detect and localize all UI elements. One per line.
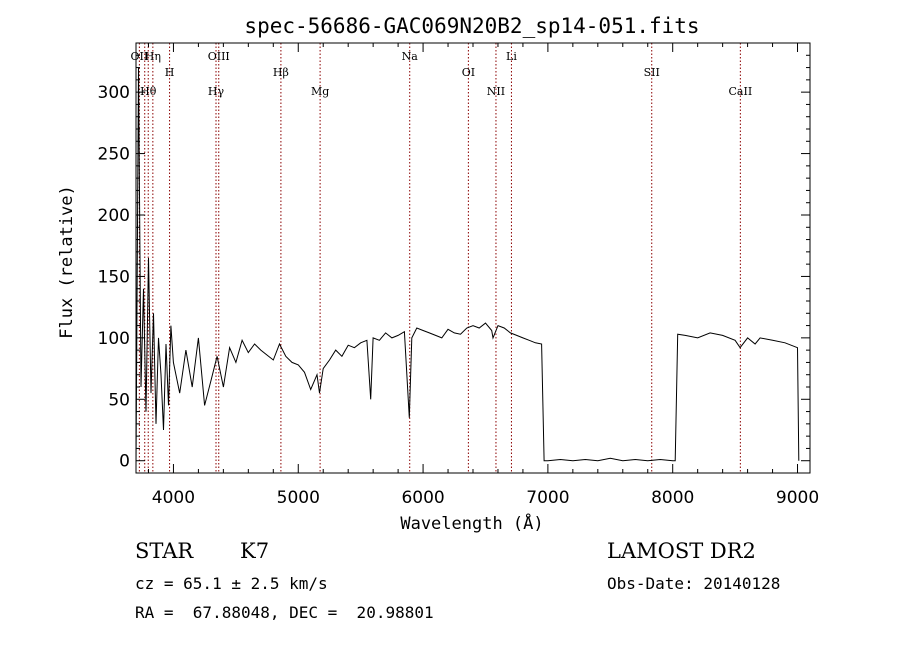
x-tick-label-3: 7000 (526, 488, 569, 508)
line-label-11: NII (487, 85, 505, 98)
chart-title: spec-56686-GAC069N20B2_sp14-051.fits (244, 14, 699, 38)
flux-series-line (135, 67, 800, 467)
y-tick-label-2: 100 (98, 329, 130, 349)
x-tick-label-5: 9000 (776, 488, 819, 508)
line-label-10: OI (462, 66, 475, 79)
line-label-14: CaII (729, 85, 753, 98)
line-label-6: OIII (208, 50, 230, 63)
line-label-8: Mg (311, 85, 329, 98)
line-label-7: Hβ (273, 66, 289, 79)
line-label-2: Hθ (140, 85, 157, 98)
x-tick-label-0: 4000 (152, 488, 195, 508)
redshift-text: cz = 65.1 ± 2.5 km/s (135, 574, 328, 593)
line-label-0: OII (131, 50, 149, 63)
coordinates-text: RA = 67.88048, DEC = 20.98801 (135, 603, 434, 622)
y-tick-label-3: 150 (98, 267, 130, 287)
y-tick-label-0: 0 (119, 452, 130, 472)
x-axis-label: Wavelength (Å) (400, 512, 543, 534)
y-tick-label-1: 50 (108, 390, 130, 410)
line-label-5: Hγ (208, 85, 225, 98)
survey-name: LAMOST DR2 (607, 539, 756, 563)
y-tick-label-4: 200 (98, 206, 130, 226)
y-tick-label-6: 300 (98, 83, 130, 103)
y-tick-label-5: 250 (98, 145, 130, 165)
spectral-line-markers (138, 43, 741, 473)
object-subclass: K7 (240, 539, 270, 563)
line-label-12: Li (506, 50, 517, 63)
obs-date: Obs-Date: 20140128 (607, 574, 781, 593)
plot-frame (135, 42, 811, 474)
object-class: STAR (135, 539, 194, 563)
x-tick-label-1: 5000 (277, 488, 320, 508)
line-label-3: Hη (145, 50, 161, 63)
spectral-line-labels: OII Hθ Hη H Hγ OIII Hβ Mg Na OI NII Li SII CaII (131, 50, 753, 98)
line-label-4: H (165, 66, 175, 79)
x-tick-label-2: 6000 (401, 488, 444, 508)
y-axis-ticks: 0 50 100 150 200 250 300 (98, 54, 810, 472)
y-axis-label: Flux (relative) (57, 185, 77, 339)
x-axis-ticks: 4000 5000 6000 7000 8000 9000 (147, 43, 819, 508)
line-label-9: Na (402, 50, 419, 63)
x-tick-label-4: 8000 (651, 488, 694, 508)
line-label-13: SII (644, 66, 660, 79)
